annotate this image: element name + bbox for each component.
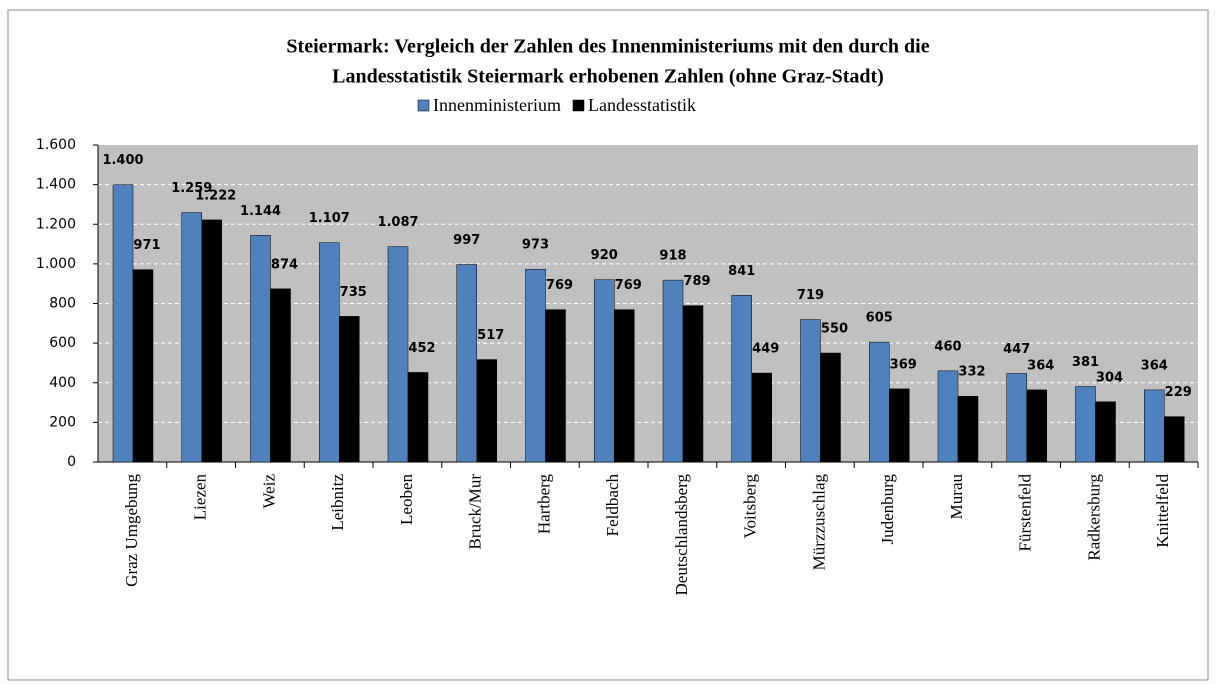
bar [889, 388, 910, 463]
value-label: 971 [133, 238, 160, 253]
y-tick-label: 1.600 [36, 137, 76, 153]
value-label: 997 [453, 233, 480, 248]
value-label: 719 [797, 288, 824, 303]
bar [1075, 386, 1096, 463]
bar [1006, 373, 1027, 463]
bar [407, 372, 429, 463]
bar [181, 212, 202, 463]
bar [1026, 389, 1047, 463]
bar [682, 305, 704, 463]
bar [662, 279, 684, 463]
value-label: 1.107 [309, 211, 350, 226]
bar [731, 295, 752, 463]
value-label: 769 [546, 278, 573, 293]
bar [112, 184, 134, 463]
value-label: 364 [1027, 358, 1054, 373]
value-label: 920 [591, 248, 618, 263]
y-tick-label: 1.400 [36, 177, 76, 193]
value-label: 517 [477, 328, 504, 343]
bar [545, 309, 566, 463]
bar [339, 316, 360, 463]
value-label: 735 [340, 285, 367, 300]
value-label: 918 [659, 249, 686, 264]
x-tick-label: Radkersburg [1084, 474, 1103, 561]
x-tick-label: Deutschlandsberg [672, 474, 691, 596]
bar [132, 269, 154, 463]
x-tick-label: Leoben [397, 474, 416, 525]
x-tick-label: Weiz [259, 474, 278, 509]
x-tick-label: Graz Umgebung [122, 474, 141, 587]
value-label: 769 [615, 278, 642, 293]
value-label: 369 [890, 357, 917, 372]
bar [456, 264, 477, 463]
value-label: 789 [683, 274, 710, 289]
legend-swatch [417, 99, 430, 112]
x-tick-label: Murau [947, 474, 966, 520]
bar [270, 288, 291, 463]
value-label: 874 [271, 257, 298, 272]
bar [1144, 389, 1165, 463]
value-label: 460 [934, 339, 961, 354]
y-tick-label: 200 [49, 414, 76, 430]
value-label: 332 [958, 365, 985, 380]
value-label: 1.400 [102, 153, 143, 168]
bar [957, 395, 979, 463]
x-tick-label: Knittelfeld [1153, 474, 1172, 548]
legend-swatch [572, 99, 585, 112]
value-label: 1.087 [377, 215, 418, 230]
x-tick-label: Feldbach [603, 474, 622, 537]
value-label: 1.222 [195, 188, 236, 203]
x-tick-label: Leibnitz [328, 474, 347, 531]
bar [387, 246, 409, 463]
x-tick-label: Judenburg [878, 474, 897, 545]
y-tick-label: 400 [49, 375, 76, 391]
value-label: 381 [1072, 355, 1099, 370]
x-tick-label: Mürzzuschlag [809, 474, 828, 571]
x-tick-label: Voitsberg [741, 474, 760, 539]
value-label: 452 [408, 341, 435, 356]
value-label: 304 [1096, 370, 1123, 385]
value-label: 229 [1165, 385, 1192, 400]
value-label: 841 [728, 264, 755, 279]
value-label: 605 [866, 311, 893, 326]
x-tick-label: Hartberg [534, 474, 553, 535]
bar [614, 309, 635, 463]
bar [594, 279, 615, 463]
value-label: 550 [821, 322, 848, 337]
value-label: 973 [522, 238, 549, 253]
bar [869, 341, 890, 463]
legend-label: Innenministerium [433, 95, 561, 115]
bar [751, 372, 772, 463]
value-label: 447 [1003, 342, 1030, 357]
bar [201, 219, 222, 463]
value-label: 364 [1141, 358, 1168, 373]
y-tick-label: 800 [49, 296, 76, 312]
x-tick-label: Bruck/Mur [466, 474, 485, 550]
chart-title: Landesstatistik Steiermark erhobenen Zah… [332, 66, 884, 88]
bar [319, 242, 340, 463]
value-label: 1.144 [240, 204, 281, 219]
x-tick-label: Liezen [191, 474, 210, 521]
bar [937, 370, 959, 463]
x-tick-label: Fürstenfeld [1016, 474, 1035, 552]
legend-label: Landesstatistik [588, 95, 696, 115]
value-label: 1.259 [171, 181, 212, 196]
bar [476, 359, 497, 463]
y-tick-label: 1.000 [36, 256, 76, 272]
bar [1095, 401, 1116, 463]
y-tick-label: 0 [67, 454, 76, 470]
chart-title: Steiermark: Vergleich der Zahlen des Inn… [286, 36, 929, 58]
bar [525, 268, 546, 463]
bar [250, 235, 271, 463]
bar [820, 352, 841, 463]
value-label: 449 [752, 342, 779, 357]
bar [800, 319, 821, 463]
y-tick-label: 1.200 [36, 216, 76, 232]
y-tick-label: 600 [49, 335, 76, 351]
bar [1164, 416, 1185, 463]
